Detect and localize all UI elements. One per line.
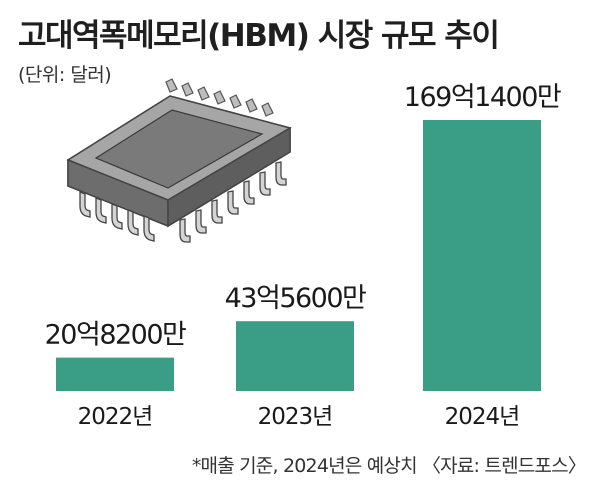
category-label: 2023년: [258, 404, 333, 430]
bar-2022년: [56, 357, 174, 391]
memory-chip-icon: [66, 78, 292, 243]
unit-label: (단위: 달러): [18, 64, 112, 86]
bar-2024년: [423, 120, 541, 391]
category-label: 2024년: [445, 404, 520, 430]
footnote-source: *매출 기준, 2024년은 예상치 〈자료: 트렌드포스〉: [191, 455, 587, 477]
bar-2023년: [236, 321, 354, 391]
bars-layer: 20억8200만 2022년 43억5600만 2023년 169억1400만 2024년: [45, 82, 563, 430]
value-label: 169억1400만: [404, 82, 561, 113]
value-label: 43억5600만: [225, 283, 366, 314]
chart-title: 고대역폭메모리(HBM) 시장 규모 추이: [18, 18, 500, 54]
category-label: 2022년: [78, 404, 153, 430]
value-label: 20억8200만: [45, 320, 186, 351]
